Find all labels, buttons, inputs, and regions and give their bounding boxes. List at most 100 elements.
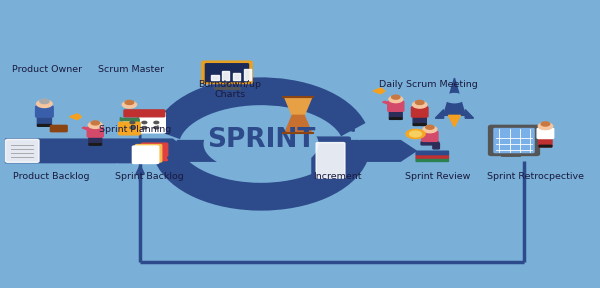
Polygon shape (443, 78, 465, 115)
Circle shape (410, 131, 422, 137)
FancyBboxPatch shape (136, 145, 162, 162)
FancyBboxPatch shape (89, 136, 95, 145)
FancyBboxPatch shape (120, 118, 139, 121)
FancyBboxPatch shape (121, 107, 137, 117)
FancyBboxPatch shape (133, 146, 159, 164)
FancyBboxPatch shape (89, 144, 95, 145)
FancyBboxPatch shape (419, 115, 427, 125)
Circle shape (121, 124, 138, 132)
Circle shape (142, 121, 147, 124)
Polygon shape (82, 127, 91, 130)
Circle shape (40, 99, 49, 104)
Circle shape (91, 121, 100, 125)
FancyBboxPatch shape (244, 69, 251, 80)
Circle shape (37, 100, 52, 107)
Circle shape (154, 126, 159, 129)
FancyBboxPatch shape (416, 151, 448, 155)
FancyBboxPatch shape (124, 113, 166, 133)
Text: Sprint Review: Sprint Review (405, 172, 470, 181)
Circle shape (204, 117, 318, 171)
FancyBboxPatch shape (38, 124, 44, 126)
Polygon shape (373, 88, 385, 94)
Polygon shape (349, 141, 370, 161)
Polygon shape (177, 141, 233, 161)
FancyBboxPatch shape (142, 143, 168, 161)
Circle shape (426, 125, 434, 129)
FancyBboxPatch shape (205, 64, 248, 82)
FancyBboxPatch shape (222, 71, 229, 80)
FancyBboxPatch shape (44, 124, 51, 126)
Circle shape (125, 101, 134, 105)
FancyBboxPatch shape (420, 124, 426, 126)
FancyBboxPatch shape (488, 125, 539, 156)
Polygon shape (383, 101, 392, 105)
FancyBboxPatch shape (316, 143, 345, 178)
FancyBboxPatch shape (413, 115, 420, 125)
Text: Product Owner: Product Owner (13, 65, 82, 74)
FancyBboxPatch shape (433, 143, 439, 149)
FancyBboxPatch shape (539, 137, 545, 147)
FancyBboxPatch shape (133, 119, 139, 125)
FancyBboxPatch shape (494, 128, 534, 153)
FancyBboxPatch shape (95, 144, 101, 145)
Polygon shape (448, 115, 460, 127)
FancyBboxPatch shape (119, 122, 140, 135)
Circle shape (88, 122, 102, 128)
FancyBboxPatch shape (422, 131, 438, 141)
FancyBboxPatch shape (395, 110, 402, 119)
Polygon shape (360, 141, 416, 161)
FancyBboxPatch shape (5, 139, 39, 162)
Circle shape (154, 121, 159, 124)
Polygon shape (285, 115, 311, 132)
FancyBboxPatch shape (211, 75, 218, 80)
Text: Scrum Master: Scrum Master (98, 65, 164, 74)
FancyBboxPatch shape (537, 128, 554, 139)
FancyBboxPatch shape (388, 101, 404, 111)
FancyBboxPatch shape (44, 116, 52, 126)
FancyBboxPatch shape (539, 145, 545, 147)
FancyBboxPatch shape (202, 61, 252, 84)
FancyBboxPatch shape (545, 137, 552, 147)
Polygon shape (70, 114, 82, 120)
Circle shape (541, 122, 550, 126)
FancyBboxPatch shape (396, 118, 402, 119)
Text: Increment: Increment (313, 172, 362, 181)
Text: Product Backlog: Product Backlog (13, 172, 90, 181)
FancyBboxPatch shape (233, 73, 240, 80)
FancyBboxPatch shape (124, 110, 165, 117)
Circle shape (538, 123, 553, 130)
Polygon shape (5, 139, 132, 163)
FancyBboxPatch shape (37, 116, 44, 126)
Circle shape (415, 101, 424, 105)
FancyBboxPatch shape (545, 145, 552, 147)
Text: Daily Scrum Meeting: Daily Scrum Meeting (379, 79, 478, 88)
FancyBboxPatch shape (421, 142, 439, 145)
Circle shape (445, 94, 464, 103)
FancyBboxPatch shape (35, 106, 53, 117)
Circle shape (122, 101, 137, 108)
Circle shape (423, 126, 437, 133)
Text: SPRINT: SPRINT (207, 127, 315, 153)
FancyBboxPatch shape (416, 158, 448, 162)
Circle shape (389, 96, 403, 103)
FancyBboxPatch shape (412, 107, 428, 117)
FancyBboxPatch shape (389, 110, 396, 119)
Text: Sprint Planning: Sprint Planning (99, 125, 172, 134)
Text: Sprint Backlog: Sprint Backlog (115, 172, 184, 181)
FancyBboxPatch shape (416, 155, 448, 158)
FancyBboxPatch shape (389, 118, 395, 119)
FancyBboxPatch shape (95, 136, 101, 145)
Circle shape (392, 95, 400, 99)
Text: Sprint Retrocpective: Sprint Retrocpective (487, 172, 584, 181)
Polygon shape (118, 139, 188, 163)
FancyBboxPatch shape (413, 124, 419, 126)
FancyBboxPatch shape (50, 125, 67, 132)
Polygon shape (465, 110, 473, 118)
Circle shape (142, 126, 147, 129)
FancyBboxPatch shape (312, 137, 350, 181)
Circle shape (130, 121, 135, 124)
Circle shape (413, 101, 427, 108)
Polygon shape (285, 98, 311, 115)
Polygon shape (435, 110, 443, 118)
FancyBboxPatch shape (87, 127, 103, 137)
